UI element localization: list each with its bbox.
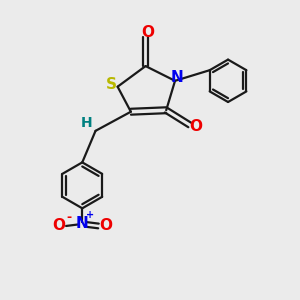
Text: H: H <box>81 116 92 130</box>
Text: N: N <box>76 215 89 230</box>
Text: -: - <box>66 211 71 224</box>
Text: N: N <box>170 70 183 85</box>
Text: O: O <box>99 218 112 233</box>
Text: O: O <box>190 119 203 134</box>
Text: O: O <box>141 25 154 40</box>
Text: +: + <box>85 210 94 220</box>
Text: S: S <box>106 77 117 92</box>
Text: O: O <box>52 218 65 233</box>
